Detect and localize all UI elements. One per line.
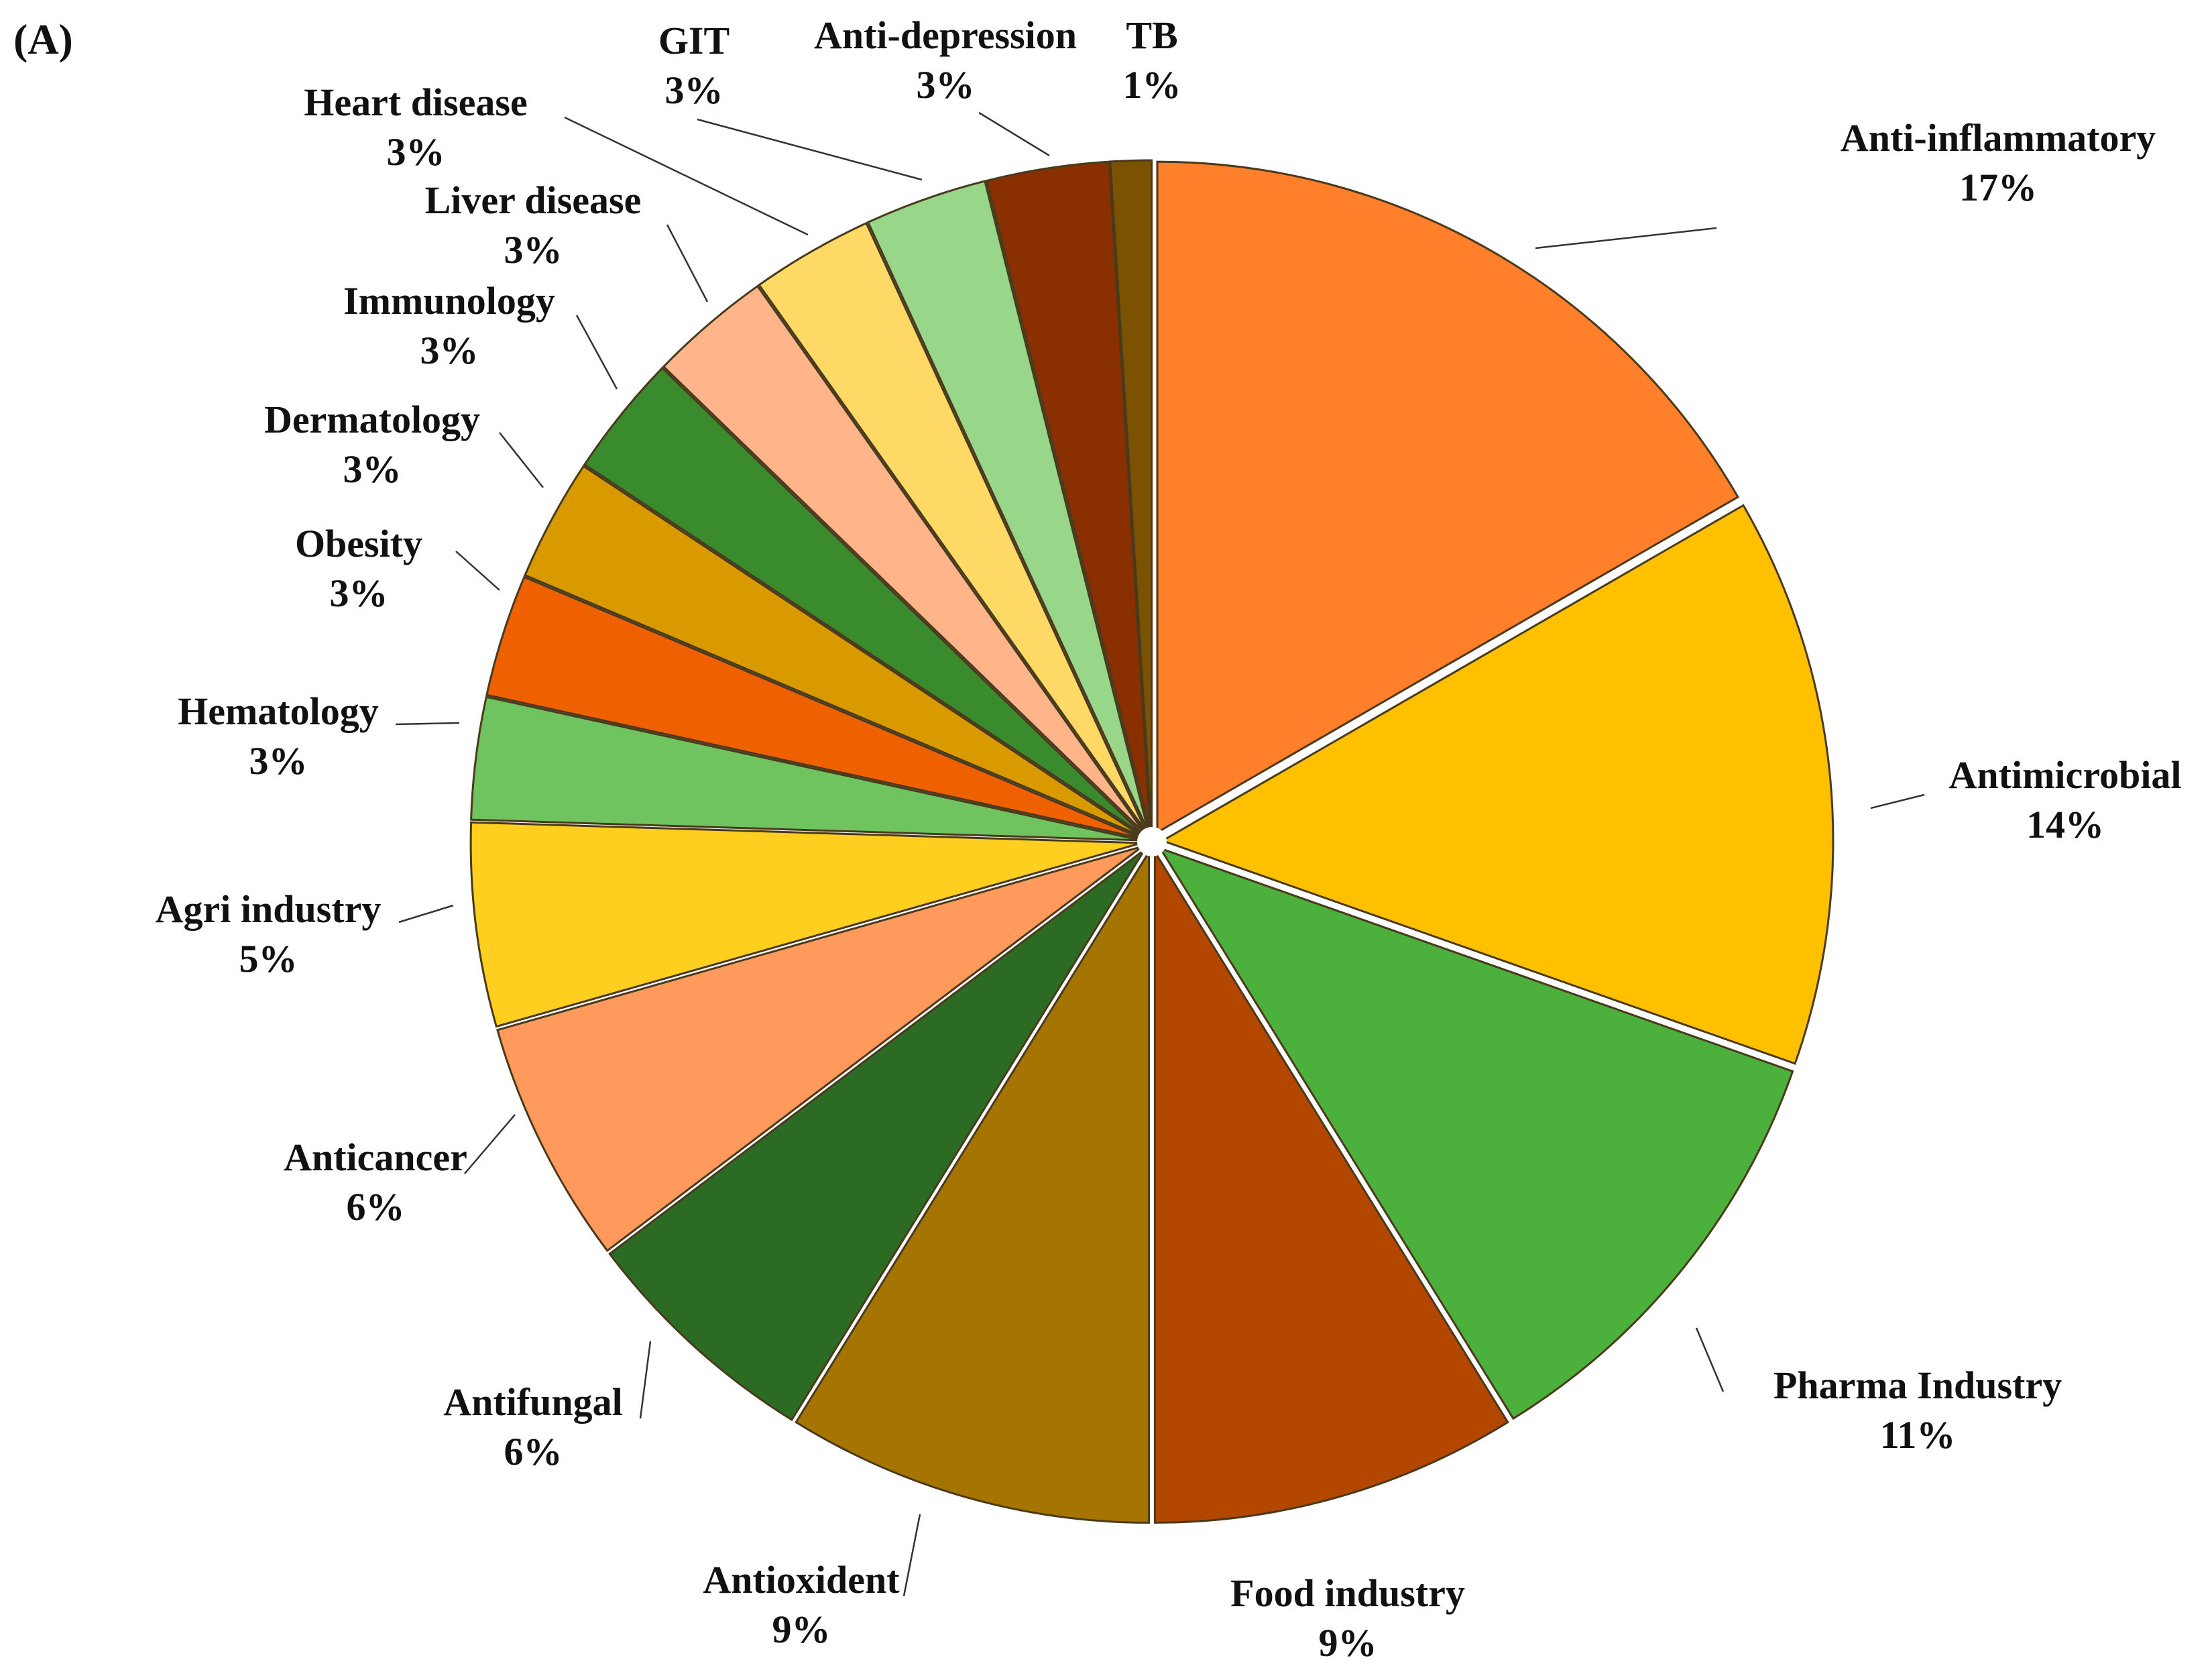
leader-line	[398, 904, 454, 924]
slice-label: TB	[1126, 13, 1177, 57]
slice-percent-label: 17%	[1959, 166, 2037, 209]
pie-slice-heart-disease	[758, 221, 1148, 833]
slice-label: Food industry	[1230, 1571, 1465, 1615]
slice-label: Obesity	[295, 522, 422, 565]
pie-slice-antifungal	[608, 848, 1146, 1422]
pie-center-hub	[1137, 827, 1167, 856]
slice-label: Immunology	[343, 279, 555, 323]
leader-line	[1535, 227, 1717, 249]
leader-line	[499, 432, 544, 488]
slice-label: Dermatology	[264, 398, 480, 441]
slice-percent-label: 14%	[2026, 803, 2104, 846]
slice-percent-label: 3%	[387, 130, 445, 174]
pie-slice-antimicrobial	[1160, 504, 1835, 1065]
slice-percent-label: 3%	[917, 63, 975, 107]
pie-slice-anticancer	[496, 845, 1143, 1252]
pie-slice-agri-industry	[469, 821, 1142, 1028]
slice-percent-label: 9%	[1319, 1621, 1377, 1665]
slice-percent-label: 3%	[343, 447, 402, 491]
leader-line	[464, 1114, 516, 1174]
pie-slice-tb	[1109, 159, 1153, 832]
slice-percent-label: 3%	[330, 571, 388, 615]
slice-percent-label: 5%	[239, 937, 298, 981]
leader-line	[903, 1514, 921, 1597]
slice-percent-label: 6%	[347, 1185, 405, 1229]
panel-label: (A)	[13, 15, 73, 63]
pie-slice-anti-depression	[985, 160, 1151, 832]
slice-label: GIT	[658, 19, 730, 62]
slice-label: Pharma Industry	[1773, 1363, 2062, 1407]
pie-slice-antioxident	[795, 848, 1151, 1524]
leader-line	[395, 722, 460, 726]
slice-percent-label: 3%	[420, 329, 479, 372]
leader-line	[564, 116, 809, 236]
slice-percent-label: 3%	[249, 739, 308, 783]
slice-percent-label: 9%	[772, 1608, 831, 1651]
slice-percent-label: 6%	[504, 1430, 563, 1473]
slice-label: Agri industry	[156, 887, 382, 931]
pie-slice-obesity	[485, 575, 1143, 840]
leader-line	[639, 1341, 652, 1419]
pie-slice-git	[866, 180, 1150, 832]
slice-percent-label: 3%	[665, 68, 723, 112]
slice-label: Anti-depression	[814, 13, 1077, 57]
slice-percent-label: 11%	[1880, 1413, 1956, 1457]
slice-percent-label: 1%	[1123, 63, 1181, 107]
pie-slice-hematology	[470, 695, 1142, 842]
leader-line	[575, 315, 618, 390]
slice-label: Antifungal	[443, 1380, 623, 1424]
slice-label: Liver disease	[425, 178, 642, 222]
pie-slice-dermatology	[524, 465, 1143, 838]
slice-label: Hematology	[178, 689, 379, 733]
slice-label: Antioxident	[703, 1558, 900, 1602]
slice-label: Heart disease	[304, 80, 527, 124]
leader-line	[455, 551, 500, 591]
leader-line	[666, 224, 709, 302]
pie-slice-anti-inflammatory	[1156, 160, 1740, 834]
pie-slice-liver-disease	[662, 284, 1146, 834]
pie-slice-immunology	[583, 366, 1145, 836]
leader-line	[1870, 793, 1925, 809]
slice-label: Antimicrobial	[1949, 753, 2182, 797]
pie-slice-pharma-industry	[1157, 846, 1794, 1420]
pie-slice-food-industry	[1153, 848, 1509, 1524]
slice-percent-label: 3%	[504, 228, 563, 272]
leader-line	[1695, 1327, 1725, 1392]
leader-line	[978, 111, 1050, 157]
slice-label: Anti-inflammatory	[1841, 116, 2156, 160]
leader-line	[697, 118, 923, 181]
slice-label: Anticancer	[284, 1135, 467, 1179]
